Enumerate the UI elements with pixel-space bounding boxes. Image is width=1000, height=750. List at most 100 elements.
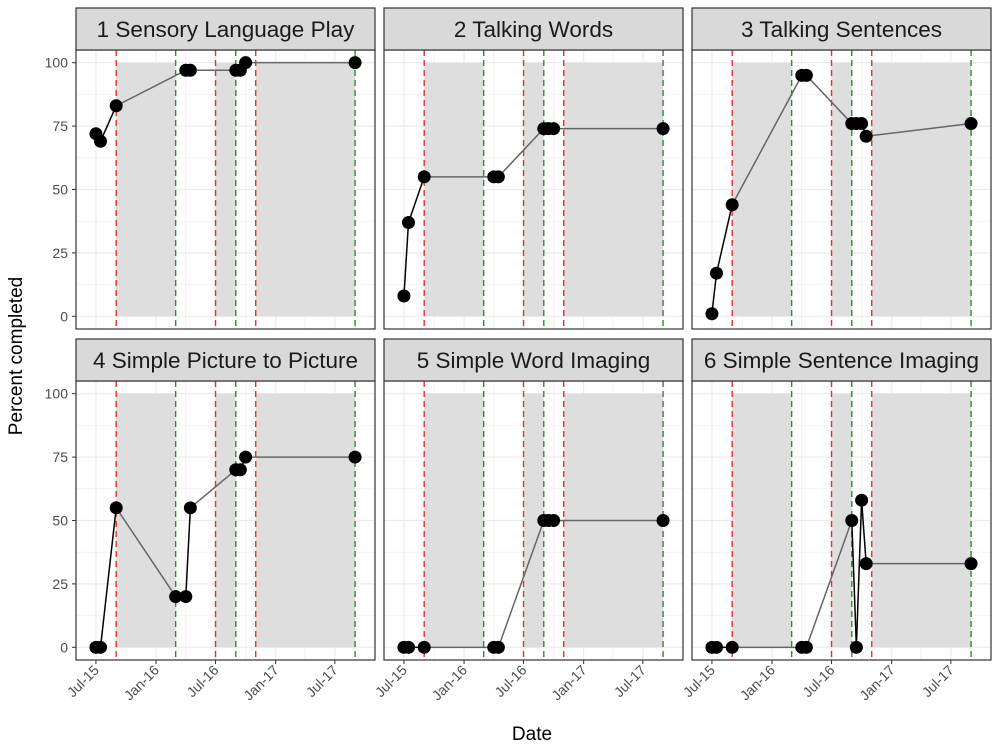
data-point [855,117,869,131]
phase-shade [523,393,544,648]
series-line-segment [851,520,858,648]
facet-title: 5 Simple Word Imaging [417,348,650,373]
y-axis-title: Percent completed [6,277,27,435]
data-point [705,307,719,321]
series-line-segment [99,507,117,648]
y-axis-ticks: 0 25 50 75 100 0 25 50 75 100 [45,55,76,655]
data-point [348,450,362,464]
series-line-segment [805,520,853,648]
y-tick-label: 100 [45,386,69,402]
panel-1: 1 Sensory Language Play [75,7,376,330]
data-point [233,463,247,477]
data-point [547,122,561,136]
y-tick-label: 25 [52,576,68,592]
series-line-segment [403,222,410,297]
phase-shade [563,62,664,317]
data-point [725,640,739,654]
series-line-segment [115,507,177,598]
y-tick-label: 100 [45,55,69,71]
panels: 1 Sensory Language Play 2 Talking Words 3 … [75,7,992,661]
facet-title: 1 Sensory Language Play [97,17,355,42]
series-line-segment [855,500,863,648]
facet-strip [75,338,376,382]
data-point [547,514,561,527]
data-point [964,557,978,571]
phase-shade [215,393,236,648]
data-point [183,501,197,515]
data-point [725,198,739,212]
series-line-segment [115,69,187,107]
series-line-segment [497,520,545,648]
series-line-segment [731,75,803,206]
facet-strip [691,7,992,51]
series-line-segment [860,500,867,564]
data-point [402,640,416,654]
data-point [656,122,670,136]
phase-shade [424,393,484,648]
facet-strip [75,7,376,51]
data-point [859,129,873,143]
phase-shade [255,62,356,317]
series-line-segment [715,204,733,274]
y-tick-label: 50 [52,182,68,198]
phase-shade [523,62,544,317]
series-line-segment [497,128,545,178]
data-point [710,266,724,280]
facet-strip [383,338,684,382]
phase-shade [831,62,852,317]
series-line-segment [185,507,192,597]
phase-shade [215,62,236,317]
phase-shade [732,393,792,648]
y-tick-label: 50 [52,513,68,529]
data-point [239,56,253,70]
panel-3: 3 Talking Sentences [691,7,992,330]
panel-6: 6 Simple Sentence Imaging [691,338,992,661]
y-tick-label: 25 [52,245,68,261]
data-point [964,117,978,131]
facet-title: 3 Talking Sentences [741,17,942,42]
data-point [417,640,431,654]
phase-shade [871,393,972,648]
panel-4: 4 Simple Picture to Picture [75,338,376,661]
data-point [183,63,197,77]
y-tick-label: 75 [52,449,68,465]
data-point [491,640,505,654]
data-point [859,557,873,571]
data-point [799,68,813,82]
facet-strip [383,7,684,51]
data-point [169,590,183,604]
data-point [397,289,411,303]
data-point [799,640,813,654]
data-point [94,640,108,654]
y-tick-label: 75 [52,118,68,134]
data-point [239,450,253,464]
data-point [855,493,869,507]
data-point [656,514,670,527]
data-point [845,514,859,527]
phase-shade [831,393,852,648]
data-point [109,99,123,113]
data-point [710,640,724,654]
facet-title: 6 Simple Sentence Imaging [704,348,979,373]
data-point [849,640,863,654]
facet-title: 2 Talking Words [454,17,613,42]
y-tick-label: 0 [60,639,68,655]
y-tick-label: 0 [60,308,68,324]
phase-shade [116,393,176,648]
facet-strip [691,338,992,382]
data-point [109,501,123,515]
series-line-segment [866,122,972,137]
panel-2: 2 Talking Words [383,7,684,330]
data-point [348,56,362,70]
phase-shade [255,393,356,648]
data-point [402,215,416,229]
series-line-segment [407,176,425,223]
data-point [491,170,505,184]
phase-shade [871,62,972,317]
data-point [417,170,431,184]
series-line-segment [711,273,718,314]
data-point [179,590,193,604]
phase-shade [424,62,484,317]
facet-title: 4 Simple Picture to Picture [93,348,358,373]
